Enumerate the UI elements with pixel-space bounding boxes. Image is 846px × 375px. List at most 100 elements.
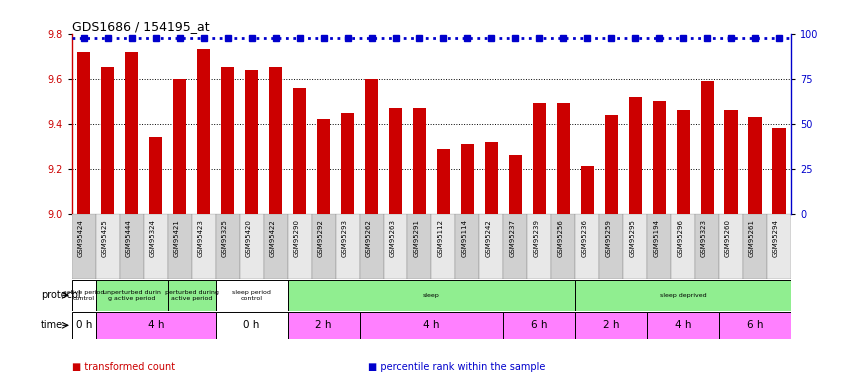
FancyBboxPatch shape — [311, 214, 336, 279]
Text: 4 h: 4 h — [675, 320, 691, 330]
Text: GSM95292: GSM95292 — [317, 219, 323, 257]
Text: GSM95296: GSM95296 — [677, 219, 684, 257]
Bar — [389, 108, 402, 214]
Text: time: time — [41, 320, 63, 330]
Text: GSM95424: GSM95424 — [78, 219, 84, 257]
Text: protocol: protocol — [41, 290, 80, 300]
FancyBboxPatch shape — [575, 312, 647, 339]
Text: GSM95259: GSM95259 — [605, 219, 611, 257]
FancyBboxPatch shape — [360, 214, 383, 279]
Bar — [652, 101, 666, 214]
FancyBboxPatch shape — [192, 214, 216, 279]
FancyBboxPatch shape — [455, 214, 480, 279]
FancyBboxPatch shape — [480, 214, 503, 279]
Text: sleep deprived: sleep deprived — [660, 293, 706, 298]
FancyBboxPatch shape — [72, 312, 96, 339]
Bar — [533, 104, 546, 214]
Text: ■ percentile rank within the sample: ■ percentile rank within the sample — [368, 362, 546, 372]
Bar — [772, 128, 786, 214]
Bar — [485, 142, 498, 214]
Bar — [173, 79, 186, 214]
Text: 6 h: 6 h — [747, 320, 763, 330]
Text: 6 h: 6 h — [531, 320, 547, 330]
Text: GSM95444: GSM95444 — [126, 219, 132, 257]
Bar — [413, 108, 426, 214]
FancyBboxPatch shape — [503, 214, 527, 279]
FancyBboxPatch shape — [72, 214, 96, 279]
FancyBboxPatch shape — [719, 312, 791, 339]
FancyBboxPatch shape — [503, 312, 575, 339]
Text: 4 h: 4 h — [423, 320, 440, 330]
Text: active period
control: active period control — [63, 290, 105, 301]
Text: GSM95291: GSM95291 — [414, 219, 420, 257]
FancyBboxPatch shape — [120, 214, 144, 279]
Bar — [580, 166, 594, 214]
FancyBboxPatch shape — [288, 312, 360, 339]
FancyBboxPatch shape — [552, 214, 575, 279]
FancyBboxPatch shape — [383, 214, 408, 279]
Bar — [293, 88, 306, 214]
Text: GSM95239: GSM95239 — [533, 219, 540, 257]
Bar — [724, 110, 738, 214]
FancyBboxPatch shape — [647, 214, 671, 279]
Bar — [677, 110, 689, 214]
Text: GSM95114: GSM95114 — [461, 219, 467, 257]
Text: GSM95236: GSM95236 — [581, 219, 587, 257]
Text: GSM95290: GSM95290 — [294, 219, 299, 257]
FancyBboxPatch shape — [216, 280, 288, 310]
Text: sleep period
control: sleep period control — [233, 290, 271, 301]
Bar — [629, 97, 642, 214]
Text: GSM95421: GSM95421 — [173, 219, 179, 257]
Text: GDS1686 / 154195_at: GDS1686 / 154195_at — [72, 20, 210, 33]
Bar — [365, 79, 378, 214]
FancyBboxPatch shape — [575, 214, 599, 279]
FancyBboxPatch shape — [575, 280, 791, 310]
FancyBboxPatch shape — [168, 214, 192, 279]
Bar — [557, 104, 570, 214]
Text: GSM95324: GSM95324 — [150, 219, 156, 257]
Text: GSM95425: GSM95425 — [102, 219, 107, 257]
Bar — [149, 137, 162, 214]
Bar — [221, 68, 234, 214]
Bar — [461, 144, 474, 214]
Text: GSM95261: GSM95261 — [749, 219, 755, 257]
FancyBboxPatch shape — [431, 214, 455, 279]
Text: GSM95194: GSM95194 — [653, 219, 659, 257]
Text: 0 h: 0 h — [244, 320, 260, 330]
Text: GSM95294: GSM95294 — [773, 219, 779, 257]
FancyBboxPatch shape — [216, 214, 239, 279]
Text: GSM95262: GSM95262 — [365, 219, 371, 257]
Text: GSM95323: GSM95323 — [701, 219, 707, 257]
FancyBboxPatch shape — [72, 280, 96, 310]
Text: GSM95263: GSM95263 — [389, 219, 396, 257]
Text: GSM95293: GSM95293 — [342, 219, 348, 257]
Bar — [508, 155, 522, 214]
FancyBboxPatch shape — [288, 280, 575, 310]
Text: 2 h: 2 h — [316, 320, 332, 330]
FancyBboxPatch shape — [144, 214, 168, 279]
FancyBboxPatch shape — [695, 214, 719, 279]
Text: GSM95256: GSM95256 — [558, 219, 563, 257]
Bar — [605, 115, 618, 214]
Text: 4 h: 4 h — [147, 320, 164, 330]
FancyBboxPatch shape — [624, 214, 647, 279]
Bar — [341, 112, 354, 214]
Bar — [77, 52, 91, 214]
FancyBboxPatch shape — [599, 214, 624, 279]
FancyBboxPatch shape — [168, 280, 216, 310]
Text: perturbed during
active period: perturbed during active period — [165, 290, 219, 301]
Text: 0 h: 0 h — [75, 320, 92, 330]
Text: GSM95422: GSM95422 — [270, 219, 276, 257]
Text: unperturbed durin
g active period: unperturbed durin g active period — [103, 290, 161, 301]
FancyBboxPatch shape — [96, 280, 168, 310]
Text: GSM95260: GSM95260 — [725, 219, 731, 257]
FancyBboxPatch shape — [360, 312, 503, 339]
Text: GSM95112: GSM95112 — [437, 219, 443, 257]
Bar — [437, 148, 450, 214]
Bar — [749, 117, 761, 214]
Text: GSM95325: GSM95325 — [222, 219, 228, 257]
FancyBboxPatch shape — [743, 214, 767, 279]
FancyBboxPatch shape — [527, 214, 552, 279]
Bar — [317, 119, 330, 214]
Bar — [197, 50, 211, 214]
